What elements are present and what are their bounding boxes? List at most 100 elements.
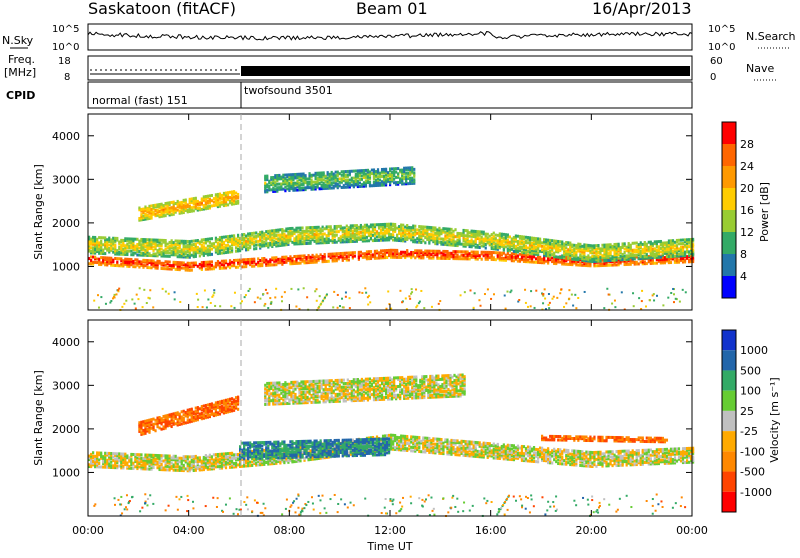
heatmap-cell (641, 260, 644, 264)
heatmap-cell (142, 456, 145, 460)
heatmap-cell (327, 259, 330, 263)
heatmap-cell (393, 174, 396, 178)
heatmap-cell (492, 293, 495, 296)
heatmap-cell (422, 232, 425, 236)
heatmap-cell (675, 244, 679, 248)
heatmap-cell (639, 255, 642, 259)
heatmap-cell (308, 172, 311, 176)
heatmap-cell (208, 247, 211, 251)
heatmap-cell (404, 232, 407, 236)
heatmap-cell (377, 231, 381, 235)
heatmap-cell (329, 239, 332, 243)
heatmap-cell (302, 186, 305, 190)
heatmap-cell (685, 255, 689, 259)
heatmap-cell (329, 252, 332, 256)
heatmap-cell (216, 248, 220, 252)
heatmap-cell (561, 259, 564, 262)
heatmap-cell (134, 258, 137, 262)
heatmap-cell (152, 238, 155, 242)
heatmap-cell (367, 251, 371, 255)
heatmap-cell (164, 207, 167, 211)
heatmap-cell (140, 237, 143, 241)
heatmap-cell (504, 245, 507, 249)
heatmap-cell (186, 457, 189, 461)
heatmap-cell (520, 254, 524, 258)
heatmap-cell (470, 255, 473, 259)
heatmap-cell (208, 204, 211, 208)
heatmap-cell (182, 211, 185, 215)
heatmap-cell (569, 253, 572, 257)
heatmap-cell (470, 250, 473, 254)
heatmap-cell (321, 237, 324, 241)
heatmap-cell (305, 255, 308, 259)
heatmap-cell (667, 255, 671, 259)
heatmap-cell (272, 189, 275, 193)
heatmap-cell (192, 202, 195, 206)
heatmap-cell (284, 173, 287, 177)
heatmap-cell (571, 250, 574, 254)
heatmap-cell (359, 227, 362, 231)
heatmap-cell (230, 195, 234, 199)
heatmap-cell (122, 251, 125, 255)
heatmap-cell (401, 177, 404, 181)
heatmap-cell (434, 228, 437, 232)
heatmap-cell (206, 267, 209, 271)
heatmap-cell (96, 243, 99, 247)
heatmap-cell (411, 169, 414, 173)
heatmap-cell (290, 185, 293, 189)
heatmap-cell (280, 182, 283, 186)
heatmap-cell (557, 239, 560, 243)
heatmap-cell (400, 228, 403, 232)
heatmap-cell (683, 254, 687, 258)
heatmap-cell (387, 229, 391, 233)
heatmap-cell (529, 305, 532, 308)
heatmap-cell (464, 239, 467, 243)
heatmap-cell (417, 302, 420, 305)
heatmap-cell (631, 252, 634, 256)
heatmap-cell (432, 249, 435, 253)
heatmap-cell (388, 181, 392, 185)
heatmap-cell (641, 251, 644, 255)
heatmap-cell (106, 451, 109, 455)
heatmap-cell (409, 180, 412, 184)
heatmap-cell (281, 261, 284, 265)
freq-right-tick-top: 60 (710, 56, 723, 67)
heatmap-cell (315, 288, 318, 291)
heatmap-cell (234, 200, 238, 204)
heatmap-cell (118, 459, 121, 463)
heatmap-cell (416, 254, 419, 258)
heatmap-cell (312, 180, 315, 184)
heatmap-cell (196, 459, 199, 463)
heatmap-cell (128, 263, 131, 267)
heatmap-cell (488, 252, 491, 256)
heatmap-cell (362, 184, 366, 188)
heatmap-cell (176, 465, 179, 469)
heatmap-cell (643, 260, 646, 264)
heatmap-cell (464, 257, 467, 261)
heatmap-cell (631, 241, 634, 245)
heatmap-cell (144, 260, 147, 264)
heatmap-cell (518, 241, 522, 245)
heatmap-cell (192, 248, 195, 252)
heatmap-cell (300, 176, 303, 180)
heatmap-cell (162, 466, 165, 470)
heatmap-cell (267, 261, 270, 265)
heatmap-cell (94, 249, 97, 253)
heatmap-cell (176, 456, 179, 460)
heatmap-cell (589, 251, 592, 255)
heatmap-cell (344, 185, 347, 189)
heatmap-cell (104, 256, 107, 260)
heatmap-cell (553, 241, 556, 245)
heatmap-cell (168, 240, 171, 244)
heatmap-cell (162, 204, 165, 208)
heatmap-cell (406, 236, 409, 240)
heatmap-cell (184, 255, 187, 259)
heatmap-cell (361, 236, 365, 240)
heatmap-cell (560, 288, 563, 291)
heatmap-cell (545, 243, 548, 247)
heatmap-cell (120, 259, 123, 263)
heatmap-cell (436, 228, 439, 232)
heatmap-cell (347, 227, 350, 231)
heatmap-cell (365, 291, 368, 294)
heatmap-cell (402, 227, 405, 231)
